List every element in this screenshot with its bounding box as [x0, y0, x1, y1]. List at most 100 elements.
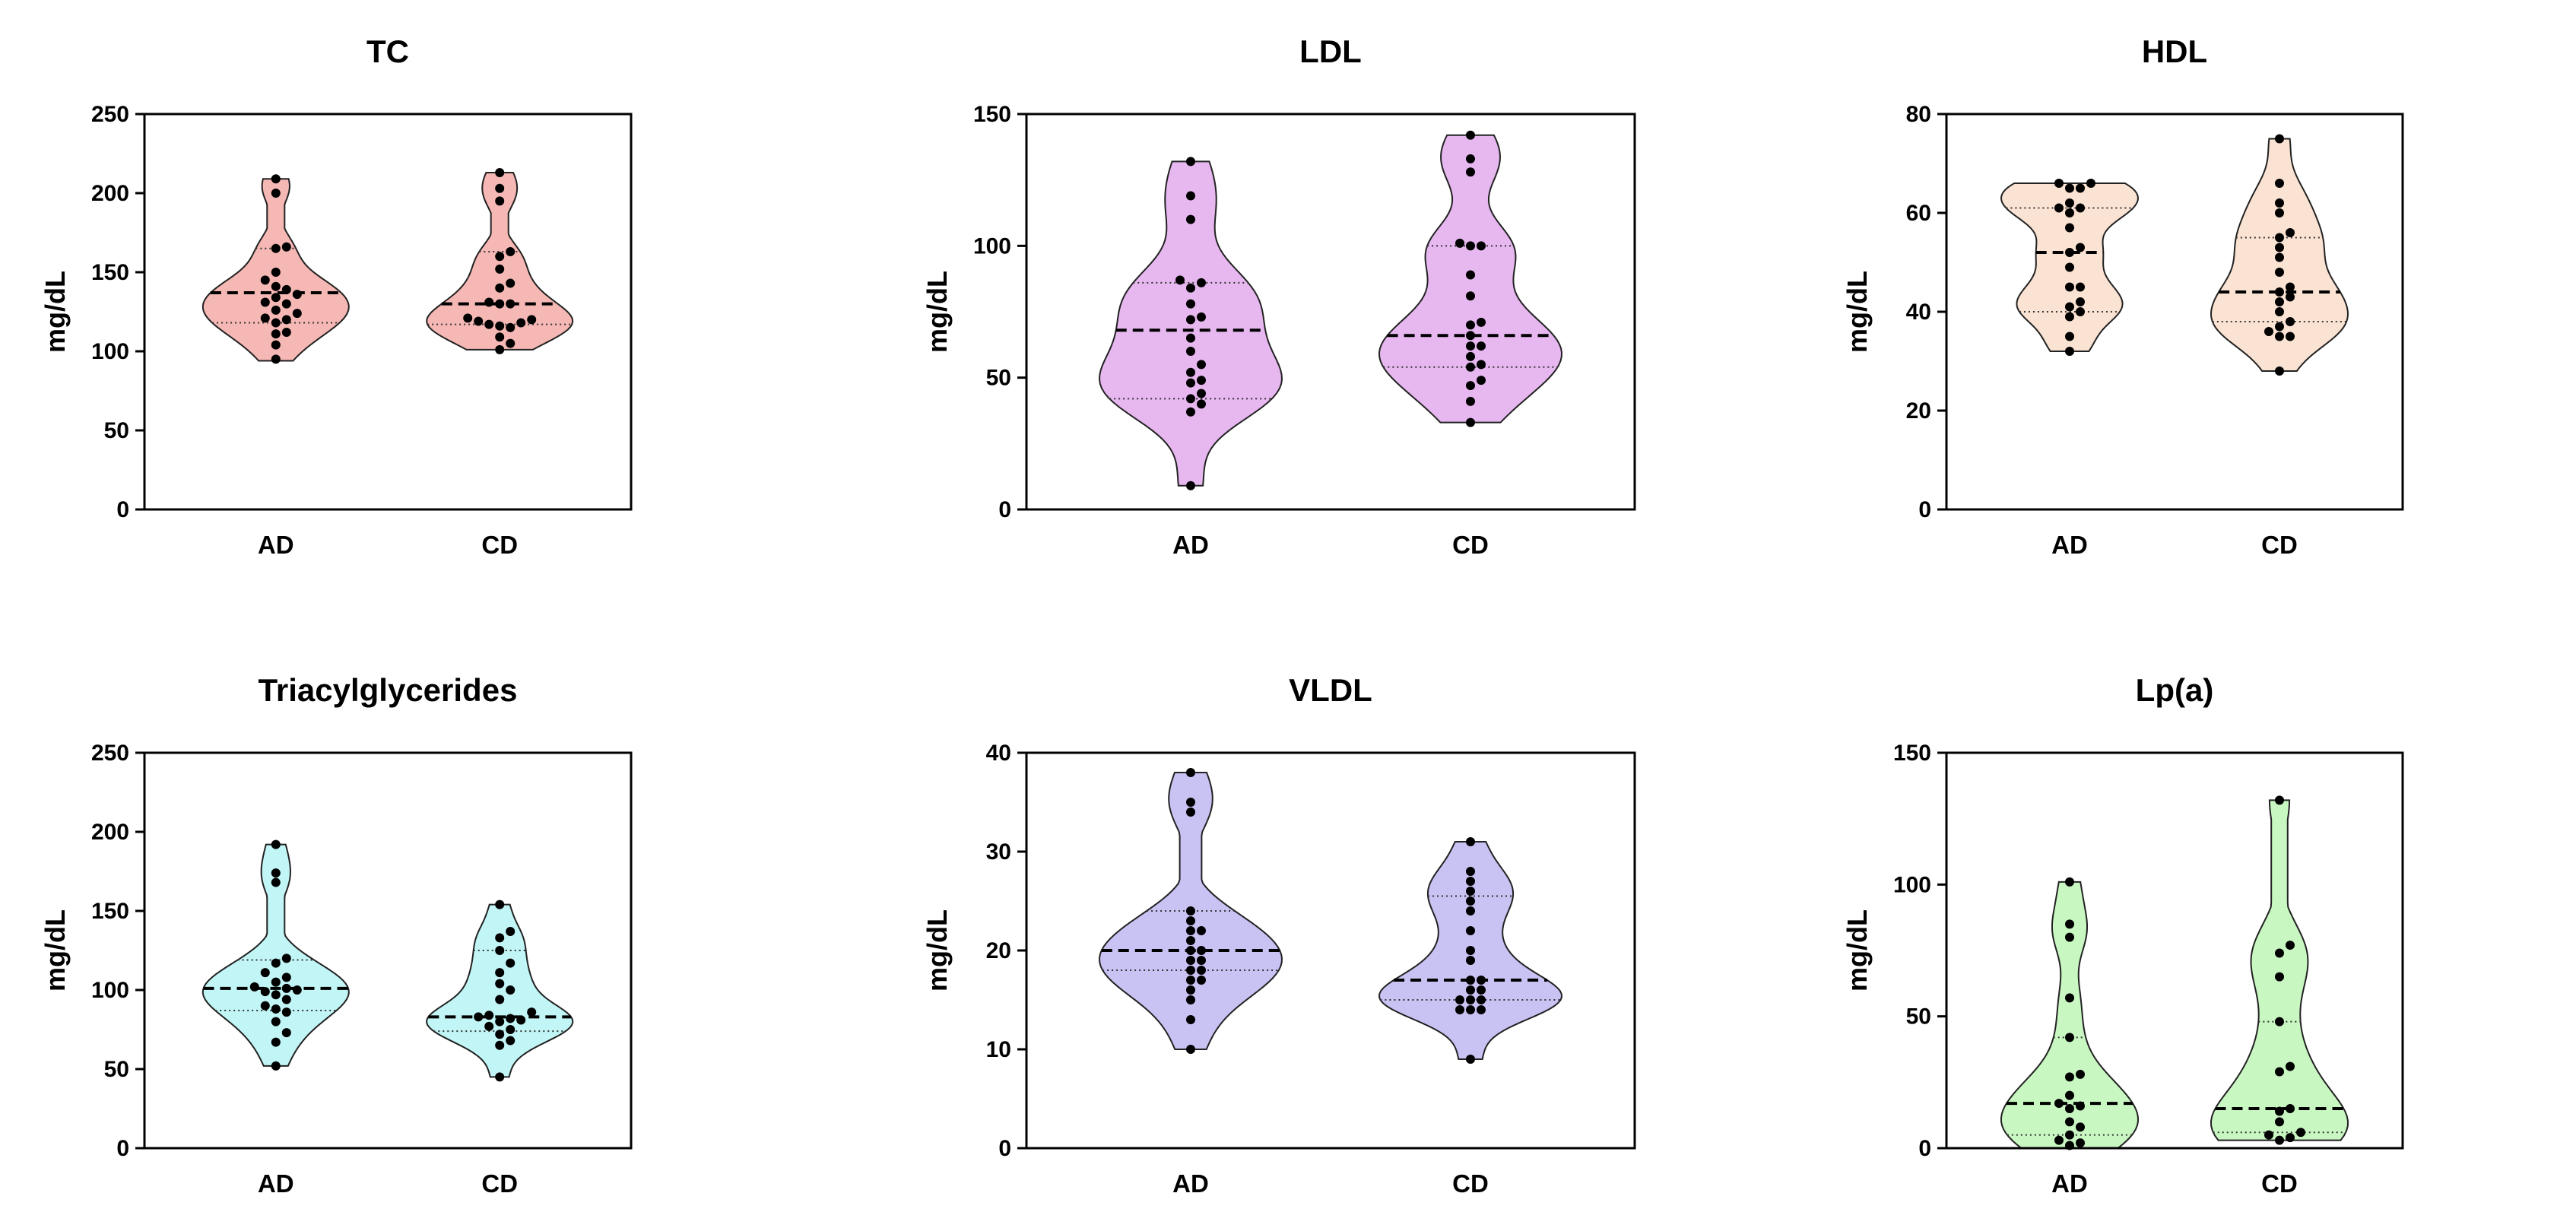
- data-point: [495, 1030, 505, 1039]
- data-point: [281, 1028, 291, 1038]
- data-point: [1466, 985, 1475, 995]
- data-point: [506, 958, 516, 968]
- data-point: [2076, 183, 2085, 193]
- data-point: [271, 174, 281, 184]
- data-point: [271, 839, 281, 849]
- data-point: [1466, 837, 1475, 846]
- data-point: [506, 246, 516, 256]
- data-point: [1477, 1005, 1486, 1014]
- data-point: [2275, 243, 2284, 252]
- y-tick-label: 100: [973, 233, 1011, 259]
- y-tick-label: 60: [1906, 201, 1931, 226]
- data-point: [2275, 268, 2284, 277]
- y-tick-label: 150: [91, 899, 129, 924]
- data-point: [1455, 238, 1464, 248]
- y-axis-label: mg/dL: [40, 271, 71, 353]
- data-point: [1186, 808, 1195, 817]
- data-point: [1466, 867, 1475, 876]
- data-point: [260, 968, 270, 978]
- x-category-label: CD: [2261, 531, 2298, 559]
- data-point: [1186, 926, 1195, 935]
- data-point: [271, 1037, 281, 1047]
- data-point: [260, 1001, 270, 1011]
- panel-title: LDL: [1299, 33, 1362, 69]
- data-point: [260, 297, 270, 307]
- data-point: [1186, 976, 1195, 985]
- panel-title: TC: [366, 33, 409, 69]
- data-point: [2065, 1033, 2074, 1042]
- y-axis-label: mg/dL: [1842, 909, 1873, 992]
- data-point: [484, 297, 494, 307]
- data-point: [506, 299, 516, 309]
- data-point: [1186, 1015, 1195, 1024]
- data-point: [2065, 332, 2074, 341]
- data-point: [1186, 378, 1195, 388]
- panel-title: HDL: [2142, 33, 2207, 69]
- y-tick-label: 0: [116, 1136, 129, 1161]
- data-point: [1466, 956, 1475, 965]
- data-point: [2264, 1130, 2273, 1140]
- data-point: [271, 340, 281, 350]
- x-category-label: AD: [2051, 531, 2088, 559]
- x-category-label: AD: [1172, 1169, 1209, 1198]
- data-point: [1466, 351, 1475, 361]
- data-point: [1186, 283, 1195, 293]
- violin-ad: [201, 843, 350, 1067]
- data-point: [1197, 926, 1206, 935]
- data-point: [1186, 995, 1195, 1004]
- data-point: [271, 1017, 281, 1027]
- data-point: [1186, 966, 1195, 975]
- data-point: [2076, 243, 2085, 252]
- data-point: [2065, 248, 2074, 257]
- y-axis-label: mg/dL: [1842, 271, 1873, 353]
- data-point: [1186, 946, 1195, 955]
- data-point: [1477, 985, 1486, 995]
- data-point: [1197, 976, 1206, 985]
- data-point: [260, 987, 270, 997]
- data-point: [2076, 1069, 2085, 1079]
- y-tick-label: 150: [91, 260, 129, 285]
- y-tick-label: 100: [1893, 872, 1931, 897]
- data-point: [516, 318, 526, 328]
- data-point: [1466, 241, 1475, 251]
- data-point: [1186, 768, 1195, 777]
- y-tick-label: 20: [986, 938, 1011, 963]
- data-point: [463, 313, 473, 323]
- data-point: [1466, 362, 1475, 372]
- y-tick-label: 40: [1906, 300, 1931, 325]
- data-point: [506, 338, 516, 348]
- y-tick-label: 30: [986, 839, 1011, 865]
- data-point: [2076, 1101, 2085, 1111]
- panel-5: Lp(a) mg/dL 0 50 100 150 AD CD: [1842, 672, 2404, 1198]
- data-point: [2086, 179, 2095, 188]
- y-tick-label: 150: [973, 102, 1011, 127]
- y-tick-label: 250: [91, 741, 129, 766]
- plot-frame: [1025, 113, 1636, 511]
- data-point: [1466, 167, 1475, 177]
- data-point: [2065, 302, 2074, 312]
- data-point: [2065, 1130, 2074, 1140]
- data-point: [495, 1072, 505, 1082]
- data-point: [2065, 262, 2074, 272]
- y-tick-label: 100: [91, 978, 129, 1003]
- data-point: [474, 316, 484, 326]
- data-point: [527, 1007, 537, 1017]
- data-point: [2054, 1099, 2064, 1109]
- data-point: [1455, 1005, 1464, 1014]
- data-point: [1197, 376, 1206, 386]
- y-axis-label: mg/dL: [40, 909, 71, 992]
- data-point: [2286, 317, 2295, 326]
- data-point: [281, 284, 291, 294]
- y-tick-label: 0: [1918, 1136, 1931, 1161]
- data-point: [2065, 993, 2074, 1003]
- data-point: [292, 309, 302, 319]
- data-point: [495, 321, 505, 331]
- data-point: [271, 305, 281, 315]
- x-category-label: CD: [2261, 1169, 2298, 1198]
- data-point: [527, 315, 537, 325]
- data-point: [2065, 208, 2074, 217]
- data-point: [484, 1011, 494, 1020]
- violin-cd: [426, 903, 574, 1078]
- data-point: [260, 275, 270, 285]
